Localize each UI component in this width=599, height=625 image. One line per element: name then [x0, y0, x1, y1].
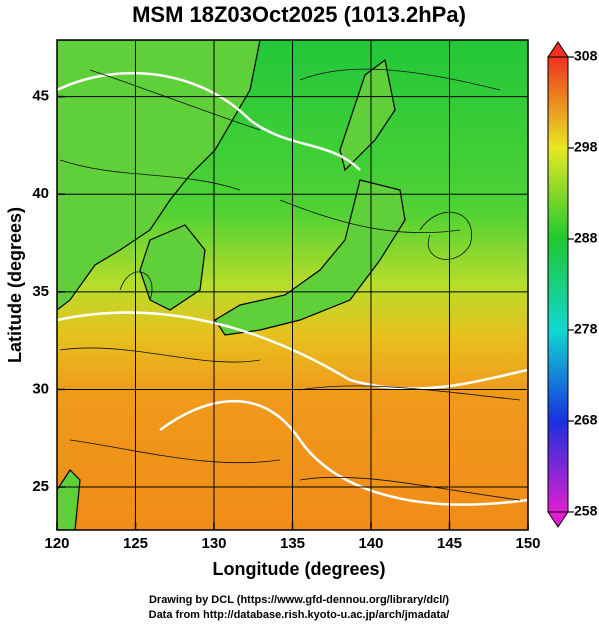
y-tick-label: 45	[32, 88, 49, 105]
colorbar-tick-label: 288	[574, 230, 598, 246]
x-tick-label: 125	[123, 535, 148, 552]
korea	[139, 224, 206, 311]
x-tick-label: 135	[280, 535, 305, 552]
x-axis-label: Longitude (degrees)	[212, 559, 385, 579]
title: MSM 18Z03Oct2025 (1013.2hPa)	[132, 2, 466, 27]
colorbar-tick-label: 298	[574, 139, 598, 155]
x-tick-label: 145	[437, 535, 462, 552]
x-tick-label: 130	[201, 535, 226, 552]
continent	[57, 40, 261, 311]
colorbar-tick-label: 308	[574, 48, 598, 64]
colorbar-min-arrow	[547, 511, 569, 528]
x-tick-label: 140	[358, 535, 383, 552]
y-tick-label: 25	[32, 478, 49, 495]
credit-line: Drawing by DCL (https://www.gfd-dennou.o…	[149, 594, 449, 606]
colorbar-tick-label: 278	[574, 321, 598, 337]
x-axis: 120 125 130 135 140 145 150	[44, 522, 541, 552]
y-axis: 25 30 35 40 45	[32, 88, 65, 495]
y-tick-label: 30	[32, 380, 49, 397]
y-tick-label: 35	[32, 283, 49, 300]
colorbar-bar	[547, 56, 569, 513]
x-tick-label: 120	[44, 535, 69, 552]
x-tick-label: 150	[515, 535, 540, 552]
y-axis-label: Latitude (degrees)	[5, 207, 25, 363]
colorbar-max-arrow	[547, 41, 569, 58]
colorbar-tick-label: 258	[574, 503, 598, 519]
colorbar: 258 268 278 288 298 308	[547, 41, 598, 528]
credit-line: Data from http://database.rish.kyoto-u.a…	[149, 609, 450, 621]
y-tick-label: 40	[32, 185, 49, 202]
colorbar-tick-label: 268	[574, 412, 598, 428]
japan	[214, 179, 406, 336]
taiwan	[57, 469, 81, 530]
sakhalin	[339, 58, 396, 172]
